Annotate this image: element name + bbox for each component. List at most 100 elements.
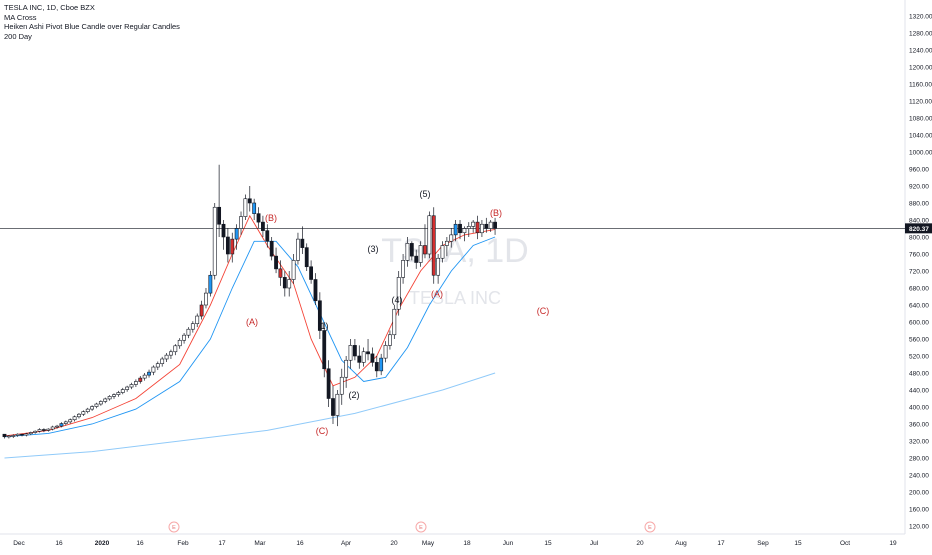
candle-body bbox=[409, 243, 414, 257]
symbol-title[interactable]: TESLA INC, 1D, Cboe BZX bbox=[4, 3, 95, 12]
candle-body bbox=[182, 334, 186, 341]
candle-body bbox=[68, 419, 73, 423]
candle-body bbox=[462, 228, 467, 234]
price-tick-label: 1040.00 bbox=[909, 133, 932, 140]
candle-body bbox=[142, 374, 147, 379]
candle-body bbox=[20, 433, 24, 436]
candle-body bbox=[103, 398, 108, 402]
series-line-0 bbox=[4, 214, 496, 437]
candle-body bbox=[309, 266, 314, 280]
candle-body bbox=[418, 245, 423, 263]
candle-body bbox=[458, 223, 462, 234]
time-tick-label: 20 bbox=[390, 540, 398, 547]
price-tick-label: 1120.00 bbox=[909, 99, 932, 106]
candle-body bbox=[488, 221, 493, 229]
time-tick-label: 16 bbox=[55, 540, 63, 547]
candle-body bbox=[296, 238, 300, 261]
candle-body bbox=[199, 304, 204, 317]
candle-body bbox=[269, 240, 274, 257]
price-tick-label: 760.00 bbox=[909, 252, 929, 259]
candle-body bbox=[243, 198, 248, 217]
price-tick-label: 1320.00 bbox=[909, 14, 932, 21]
candle-body bbox=[169, 351, 173, 356]
candle-body bbox=[287, 279, 292, 289]
candle-body bbox=[221, 223, 226, 238]
candle-body bbox=[374, 362, 379, 372]
time-tick-label: 16 bbox=[296, 540, 304, 547]
candle-body bbox=[173, 345, 178, 353]
candle-body bbox=[24, 433, 29, 436]
price-tick-label: 480.00 bbox=[909, 371, 929, 378]
price-tick-label: 680.00 bbox=[909, 286, 929, 293]
candle-body bbox=[300, 238, 305, 248]
candle-body bbox=[107, 396, 112, 400]
candle-body bbox=[366, 351, 370, 355]
candle-body bbox=[160, 358, 165, 364]
candle-body bbox=[326, 368, 331, 399]
candle-body bbox=[164, 354, 169, 360]
candle-body bbox=[94, 403, 99, 407]
time-tick-label: Aug bbox=[675, 540, 687, 547]
candle-body bbox=[392, 308, 397, 336]
candle-body bbox=[274, 255, 278, 270]
candle-body bbox=[151, 366, 156, 373]
candle-body bbox=[177, 339, 182, 347]
candle-body bbox=[37, 429, 42, 432]
candle-body bbox=[15, 433, 20, 436]
time-tick-label: Jun bbox=[503, 540, 514, 547]
price-tick-label: 600.00 bbox=[909, 320, 929, 327]
candle-body bbox=[98, 401, 103, 405]
candle-body bbox=[449, 234, 454, 242]
earnings-marker-label: E bbox=[419, 525, 423, 531]
candle-body bbox=[493, 221, 497, 229]
candle-body bbox=[204, 292, 208, 306]
candle-body bbox=[331, 398, 335, 416]
candle-body bbox=[480, 223, 484, 234]
time-tick-label: Oct bbox=[840, 540, 850, 547]
candle-body bbox=[55, 425, 59, 428]
candle-body bbox=[217, 206, 222, 225]
candle-body bbox=[46, 428, 51, 431]
wave-label: (1) bbox=[318, 321, 329, 331]
time-tick-label: Feb bbox=[177, 540, 189, 547]
wave-label: (A) bbox=[431, 289, 443, 299]
time-tick-label: Apr bbox=[341, 540, 352, 547]
wave-label: (B) bbox=[265, 213, 277, 223]
candle-body bbox=[212, 206, 217, 276]
price-tick-label: 640.00 bbox=[909, 303, 929, 310]
candle-body bbox=[484, 223, 489, 229]
candle-body bbox=[195, 315, 200, 324]
candle-body bbox=[33, 430, 38, 433]
candle-body bbox=[370, 353, 375, 363]
candle-body bbox=[436, 257, 441, 276]
candle-body bbox=[239, 216, 243, 229]
time-tick-label: May bbox=[422, 540, 435, 547]
candle-body bbox=[190, 323, 195, 330]
candle-body bbox=[2, 433, 7, 438]
indicator-heiken-ashi[interactable]: Heiken Ashi Pivot Blue Candle over Regul… bbox=[4, 22, 180, 32]
price-tick-label: 120.00 bbox=[909, 524, 929, 531]
earnings-marker bbox=[415, 521, 427, 533]
candle-body bbox=[475, 221, 480, 234]
price-tick-label: 720.00 bbox=[909, 269, 929, 276]
candle-body bbox=[313, 279, 318, 302]
time-tick-label: 19 bbox=[889, 540, 897, 547]
candle-body bbox=[414, 255, 419, 263]
price-tick-label: 400.00 bbox=[909, 405, 929, 412]
candle-body bbox=[112, 394, 116, 397]
candle-body bbox=[85, 408, 90, 412]
price-tick-label: 320.00 bbox=[909, 439, 929, 446]
price-tick-label: 880.00 bbox=[909, 201, 929, 208]
price-tick-label: 1000.00 bbox=[909, 150, 932, 157]
price-tick-label: 1200.00 bbox=[909, 65, 932, 72]
time-tick-label: 18 bbox=[463, 540, 471, 547]
candle-body bbox=[134, 381, 138, 385]
time-tick-label: 16 bbox=[136, 540, 144, 547]
indicator-ma-cross[interactable]: MA Cross bbox=[4, 12, 37, 22]
time-tick-label: Mar bbox=[254, 540, 266, 547]
candle-body bbox=[344, 359, 349, 378]
earnings-marker bbox=[644, 521, 656, 533]
indicator-200-day[interactable]: 200 Day bbox=[4, 31, 32, 41]
